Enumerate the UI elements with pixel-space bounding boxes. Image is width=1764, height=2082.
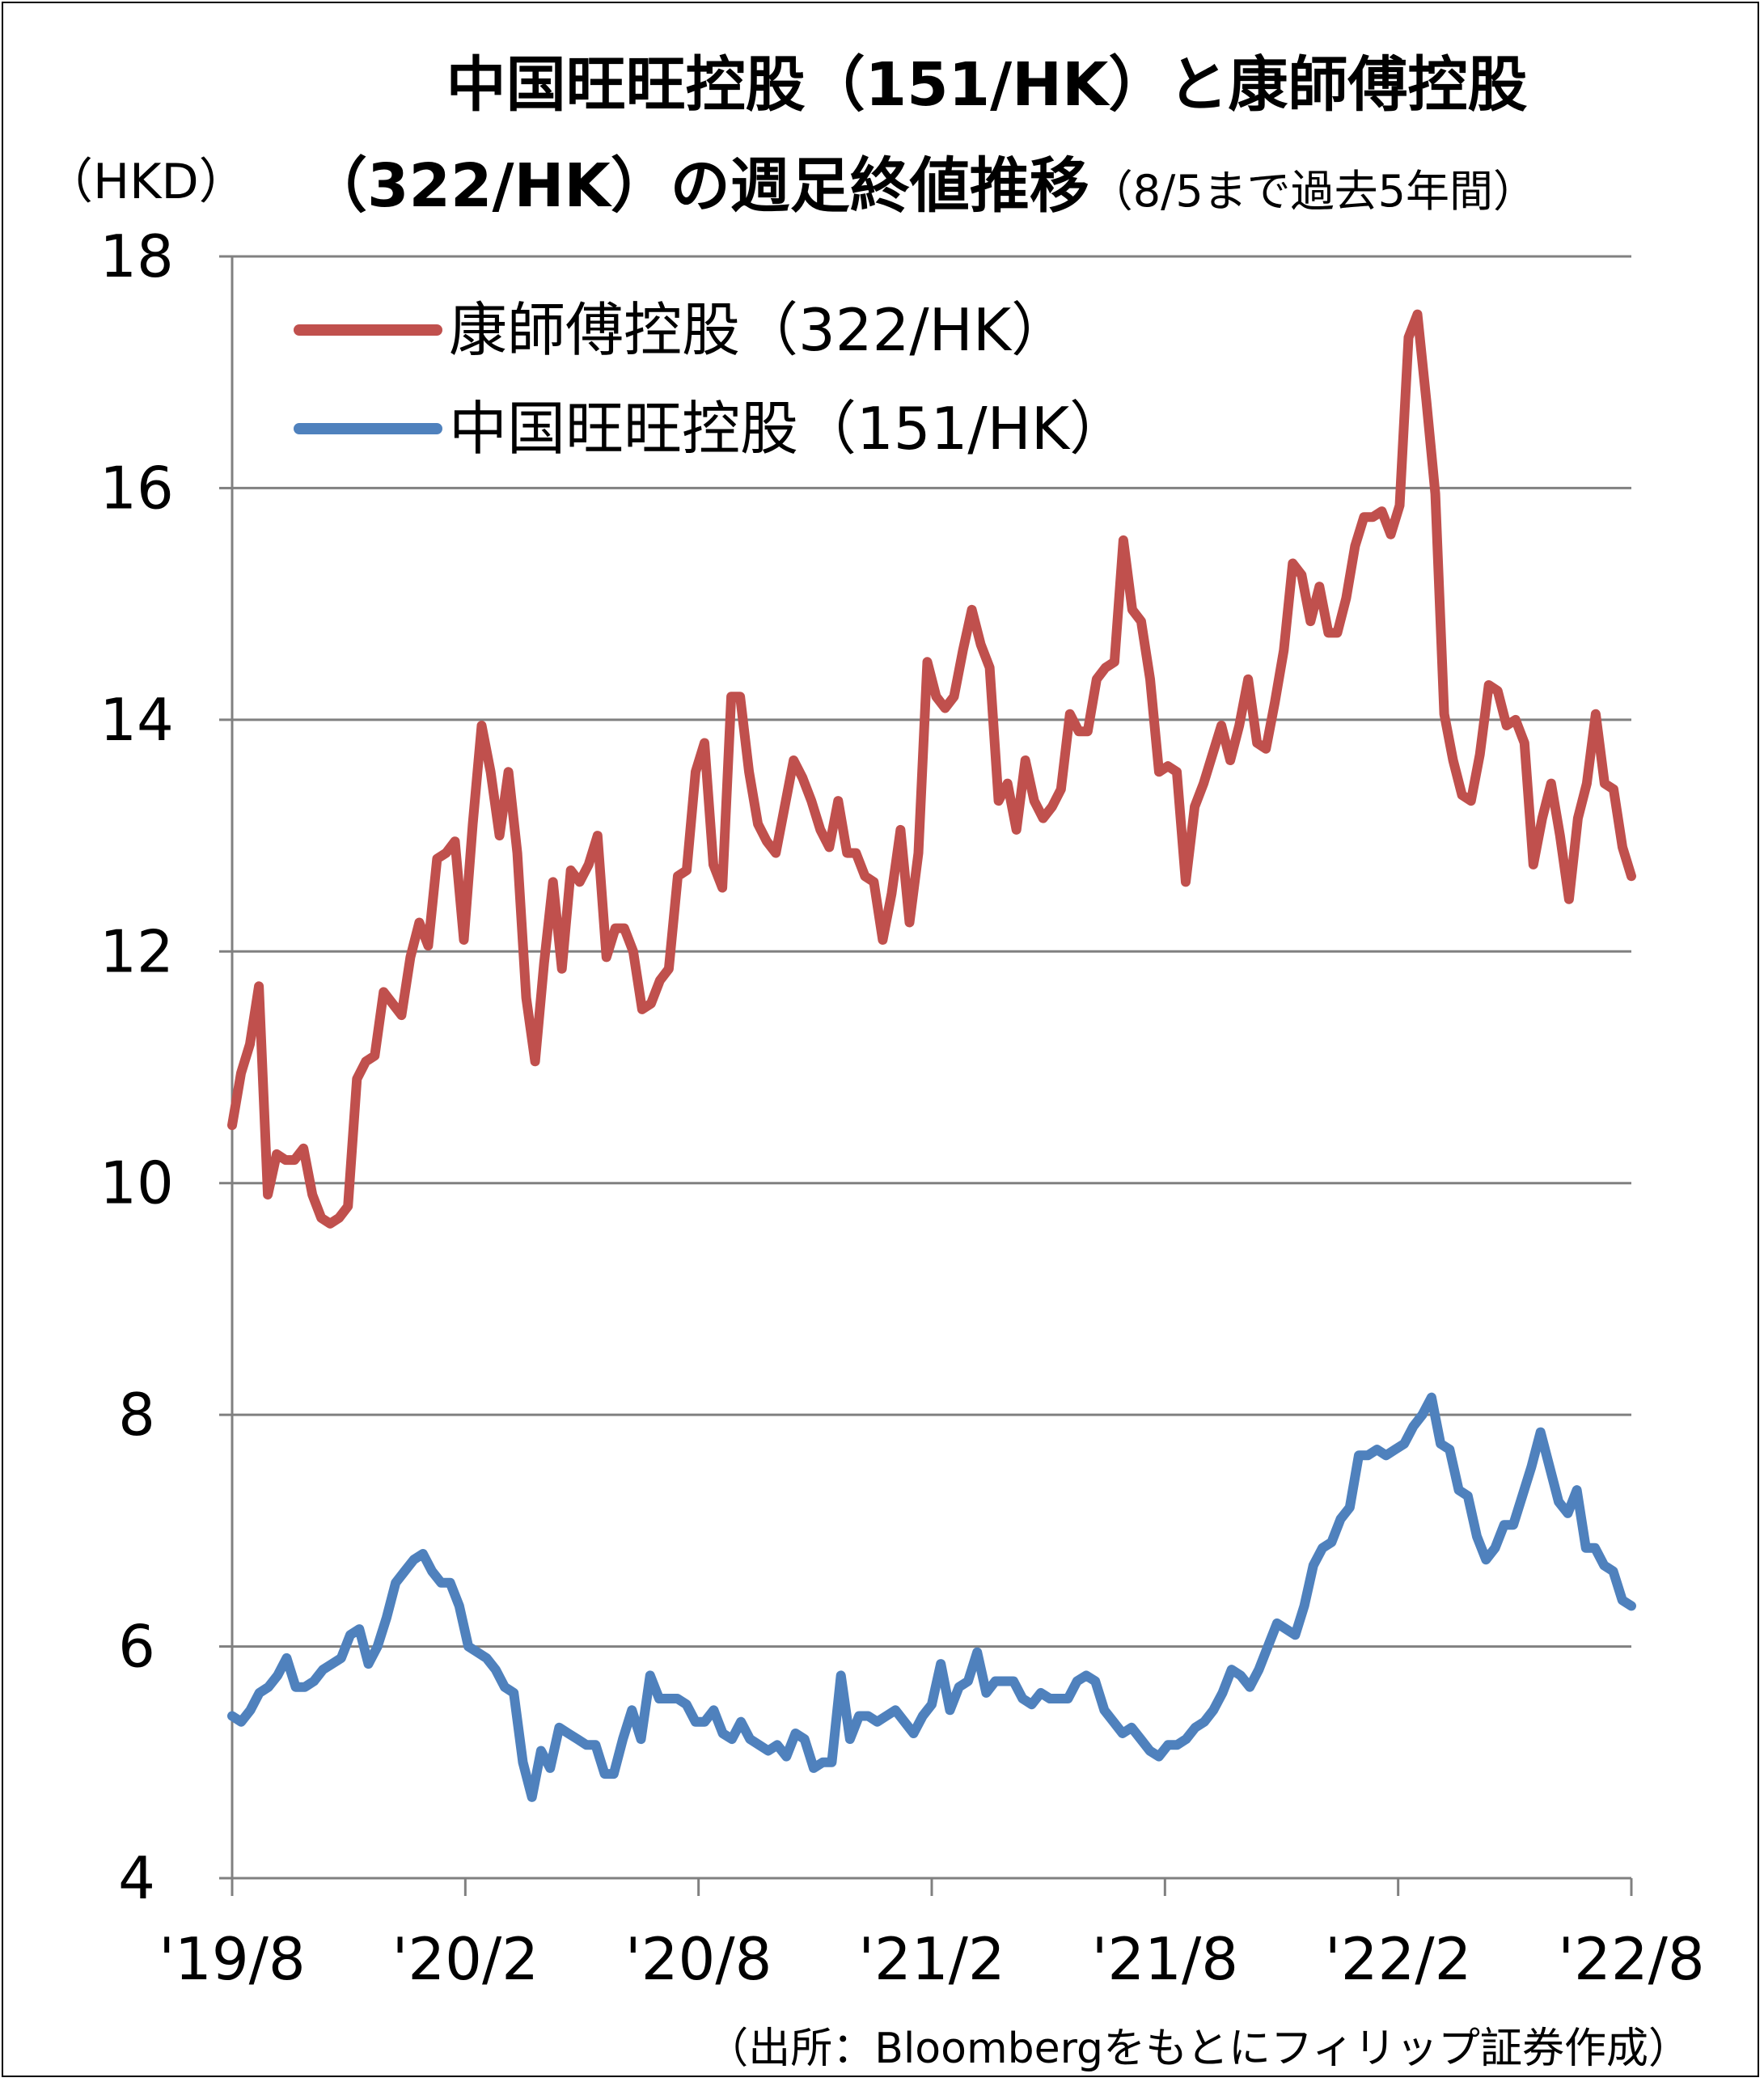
source-note: （出所：Bloombergをもとにフィリップ証券作成）	[706, 2025, 1690, 2073]
x-tick-label: '21/8	[1092, 1925, 1238, 1993]
x-tick-label: '20/2	[392, 1925, 539, 1993]
y-axis-unit-label: （HKD）	[44, 154, 247, 210]
series-line-want-want	[227, 1392, 1636, 1802]
y-tick-label: 8	[118, 1381, 155, 1449]
x-tick-label: '19/8	[159, 1925, 305, 1993]
y-tick-label: 18	[99, 222, 174, 290]
x-tick-labels: '19/8 '20/2 '20/8 '21/2 '21/8 '22/2 '22/8	[159, 1925, 1704, 1993]
chart-title-note: （8/5まで過去5年間）	[1089, 166, 1537, 217]
axes	[219, 255, 1633, 1896]
y-tick-label: 14	[99, 686, 174, 754]
x-tick-label: '20/8	[625, 1925, 772, 1993]
y-tick-label: 10	[99, 1149, 174, 1217]
gridlines	[232, 255, 1631, 1648]
chart-title-line2-group: （322/HK）の週足終値推移（8/5まで過去5年間）	[307, 151, 1537, 221]
y-tick-labels: 4 6 8 10 12 14 16 18	[99, 222, 174, 1912]
legend-label-kangshifu: 康師傅控股（322/HK）	[449, 296, 1069, 364]
y-tick-label: 6	[118, 1613, 155, 1681]
x-tick-label: '21/2	[858, 1925, 1005, 1993]
y-tick-label: 16	[99, 454, 174, 522]
chart-title-line1: 中国旺旺控股（151/HK）と康師傅控股	[446, 50, 1528, 120]
chart-title-line2: （322/HK）の週足終値推移	[307, 151, 1089, 221]
y-tick-label: 4	[118, 1844, 155, 1912]
legend-label-want-want: 中国旺旺控股（151/HK）	[449, 395, 1127, 463]
y-tick-label: 12	[99, 917, 174, 985]
x-tick-label: '22/8	[1558, 1925, 1704, 1993]
series-lines	[227, 309, 1636, 1802]
x-tick-label: '22/2	[1325, 1925, 1471, 1993]
legend: 康師傅控股（322/HK） 中国旺旺控股（151/HK）	[294, 296, 1127, 463]
series-line-kangshifu	[227, 309, 1636, 1229]
